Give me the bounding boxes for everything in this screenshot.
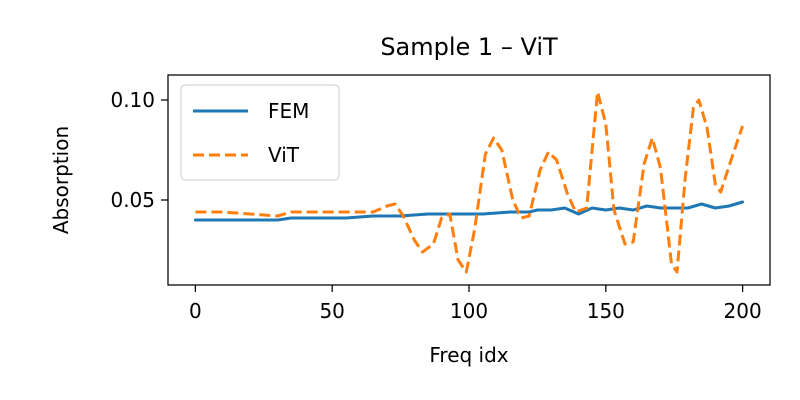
y-tick-label: 0.10	[110, 88, 155, 112]
x-tick-label: 150	[587, 299, 625, 323]
y-axis-label: Absorption	[49, 126, 73, 234]
x-axis-ticks: 0 50 100 150 200	[189, 285, 762, 323]
x-tick-label: 50	[319, 299, 344, 323]
y-axis-ticks: 0.05 0.10	[110, 88, 168, 212]
x-tick-label: 100	[450, 299, 488, 323]
legend: FEM ViT	[180, 84, 340, 181]
legend-label-vit: ViT	[268, 143, 300, 167]
legend-box	[180, 84, 340, 181]
plot-lines	[193, 90, 745, 274]
series-line-vit	[195, 90, 745, 274]
x-axis-label: Freq idx	[429, 343, 508, 367]
x-tick-label: 200	[724, 299, 762, 323]
chart-title: Sample 1 – ViT	[380, 33, 558, 61]
x-tick-label: 0	[189, 299, 202, 323]
legend-label-fem: FEM	[268, 99, 309, 123]
series-line-fem	[193, 200, 745, 222]
y-tick-label: 0.05	[110, 188, 155, 212]
